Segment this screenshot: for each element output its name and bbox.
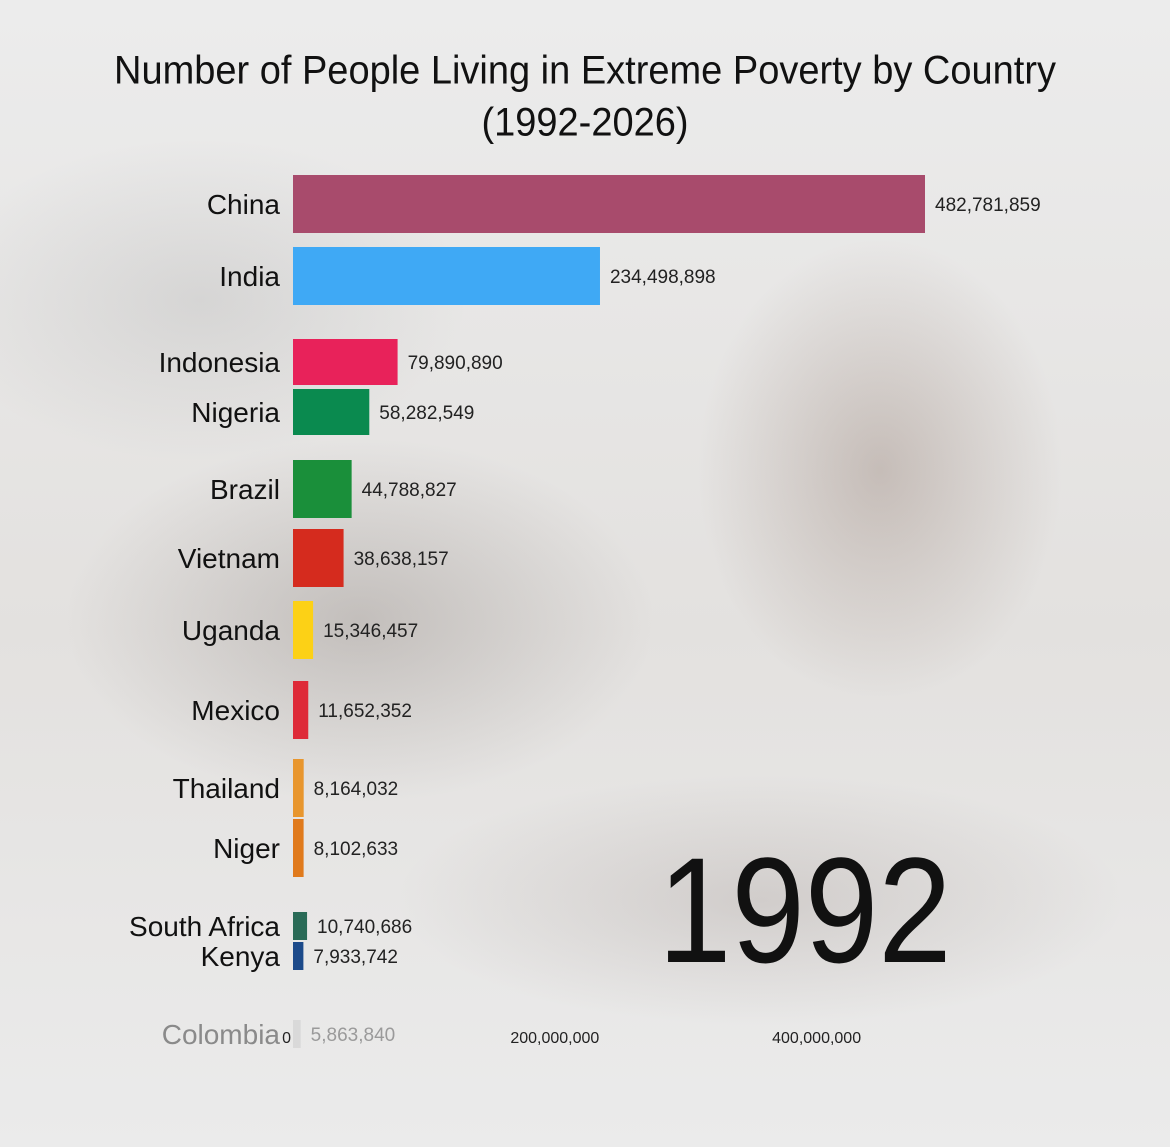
category-label-nigeria: Nigeria bbox=[191, 397, 280, 428]
category-label-uganda: Uganda bbox=[182, 615, 281, 646]
value-label-mexico: 11,652,352 bbox=[318, 701, 412, 722]
category-label-colombia: Colombia bbox=[162, 1019, 281, 1050]
year-label: 1992 bbox=[658, 826, 952, 994]
value-label-nigeria: 58,282,549 bbox=[379, 403, 474, 424]
value-label-south-africa: 10,740,686 bbox=[317, 917, 412, 938]
bar-south-africa bbox=[293, 912, 308, 940]
bar-china bbox=[293, 175, 925, 233]
chart-subtitle: (1992-2026) bbox=[481, 100, 689, 146]
category-label-china: China bbox=[207, 189, 281, 220]
category-label-south-africa: South Africa bbox=[129, 911, 280, 942]
category-label-thailand: Thailand bbox=[173, 773, 280, 804]
value-label-vietnam: 38,638,157 bbox=[354, 549, 449, 570]
bar-uganda bbox=[293, 601, 314, 659]
category-label-mexico: Mexico bbox=[191, 695, 280, 726]
value-label-brazil: 44,788,827 bbox=[362, 480, 457, 501]
category-label-india: India bbox=[219, 261, 280, 292]
bar-nigeria bbox=[293, 389, 370, 435]
category-label-kenya: Kenya bbox=[201, 941, 281, 972]
value-label-indonesia: 79,890,890 bbox=[408, 353, 503, 374]
bar-brazil bbox=[293, 460, 352, 518]
category-label-vietnam: Vietnam bbox=[178, 543, 280, 574]
value-label-colombia: 5,863,840 bbox=[311, 1025, 396, 1046]
category-label-indonesia: Indonesia bbox=[159, 347, 281, 378]
bar-indonesia bbox=[293, 339, 398, 385]
value-label-india: 234,498,898 bbox=[610, 267, 716, 288]
chart-title: Number of People Living in Extreme Pover… bbox=[114, 48, 1056, 94]
bar-mexico bbox=[293, 681, 309, 739]
bar-niger bbox=[293, 819, 304, 877]
value-label-china: 482,781,859 bbox=[935, 195, 1041, 216]
x-tick-label-1: 200,000,000 bbox=[510, 1030, 599, 1047]
bar-india bbox=[293, 247, 600, 305]
x-tick-label-2: 400,000,000 bbox=[772, 1030, 861, 1047]
category-label-niger: Niger bbox=[213, 833, 280, 864]
bar-thailand bbox=[293, 759, 304, 817]
category-label-brazil: Brazil bbox=[210, 474, 280, 505]
value-label-kenya: 7,933,742 bbox=[313, 947, 398, 968]
bar-kenya bbox=[293, 942, 304, 970]
value-label-uganda: 15,346,457 bbox=[323, 621, 418, 642]
value-label-niger: 8,102,633 bbox=[314, 839, 399, 860]
x-tick-label-0: 0 bbox=[282, 1030, 291, 1047]
bar-vietnam bbox=[293, 529, 344, 587]
bar-colombia bbox=[293, 1020, 301, 1048]
value-label-thailand: 8,164,032 bbox=[314, 779, 399, 800]
